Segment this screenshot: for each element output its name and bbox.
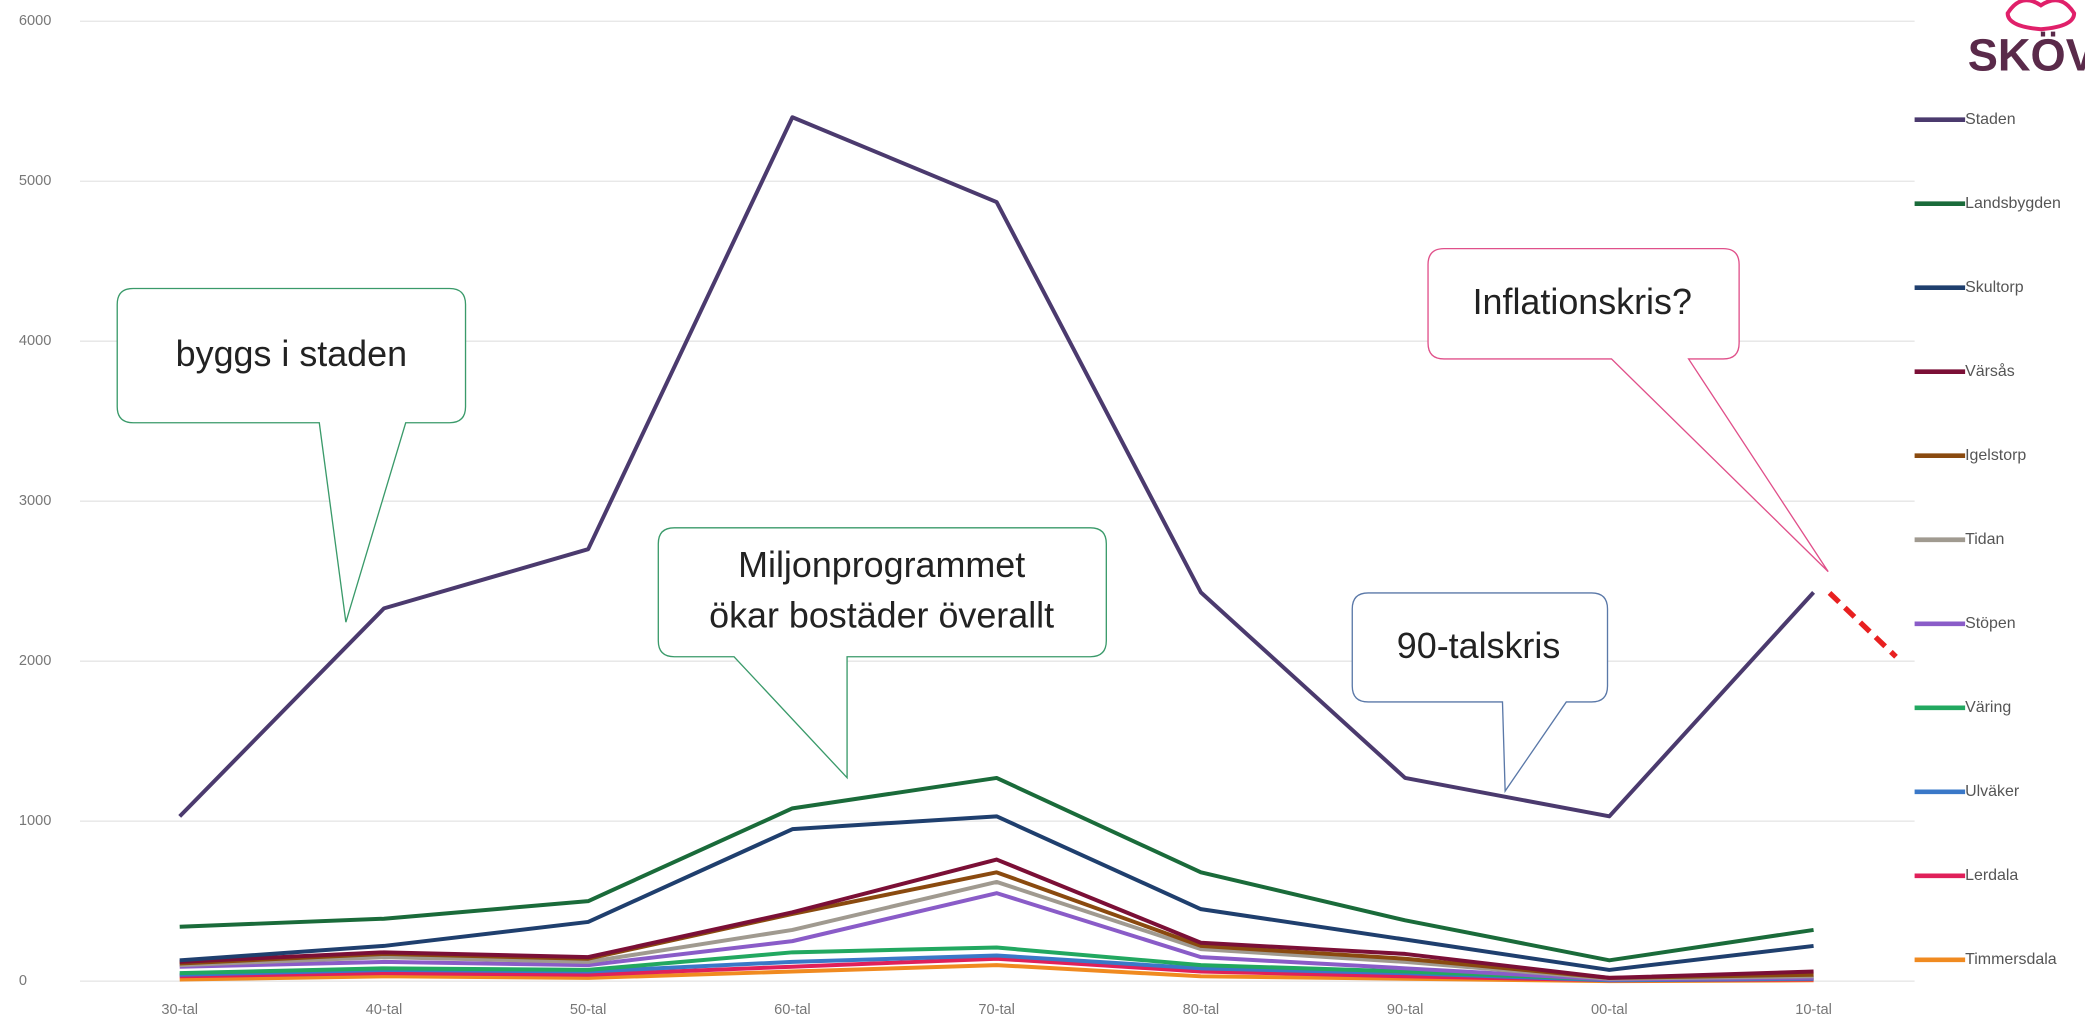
legend-label: Värsås	[1965, 362, 2015, 380]
x-tick-label: 80-tal	[1183, 1002, 1220, 1018]
annotation: 90-talskris	[1397, 626, 1560, 666]
plot: 0 1000 2000 3000 4000 5000 6000 30-tal 40-tal 50-…	[19, 13, 2061, 1018]
callouts	[116, 247, 1829, 794]
trend-dash	[1827, 591, 1898, 659]
y-tick-label: 5000	[19, 173, 52, 189]
legend-label: Ulväker	[1965, 783, 2020, 800]
legend-label: Lerdala	[1965, 867, 2018, 884]
x-tick-label: 40-tal	[366, 1002, 403, 1018]
x-tick-label: 30-tal	[161, 1002, 198, 1018]
series-line	[179, 891, 1814, 982]
callout-byggs	[116, 287, 467, 623]
legend-label: Stöpen	[1965, 615, 2016, 632]
x-tick-label: 50-tal	[570, 1002, 607, 1018]
series-line	[178, 115, 1816, 819]
legend-label: Väring	[1965, 699, 2011, 716]
y-tick-label: 3000	[19, 493, 52, 509]
annotation: Inflationskris?	[1473, 282, 1692, 322]
x-tick-label: 70-tal	[978, 1002, 1015, 1018]
legend-label: Landsbygden	[1965, 195, 2061, 212]
legend-label: Staden	[1965, 111, 2016, 128]
legend-label: Timmersdala	[1965, 951, 2057, 968]
x-tick-label: 90-tal	[1387, 1002, 1424, 1018]
y-tick-label: 2000	[19, 653, 52, 669]
callout-90	[1351, 592, 1609, 794]
y-tick-label: 0	[19, 973, 27, 989]
series-line	[179, 814, 1814, 972]
y-tick-label: 6000	[19, 13, 52, 29]
x-tick-label: 00-tal	[1591, 1002, 1628, 1018]
callout-inflation	[1427, 247, 1829, 573]
series-line	[179, 857, 1814, 980]
annotation: Miljonprogrammet	[738, 545, 1025, 585]
legend-label: Igelstorp	[1965, 447, 2026, 464]
y-tick-label: 4000	[19, 333, 52, 349]
annotation: ökar bostäder överallt	[709, 596, 1054, 636]
annotation: byggs i staden	[176, 334, 407, 374]
callout-miljon	[657, 527, 1107, 780]
logo-text: SKÖV	[1968, 29, 2085, 80]
series-line	[179, 775, 1814, 963]
x-tick-label: 10-tal	[1795, 1002, 1832, 1018]
legend-label: Skultorp	[1965, 279, 2024, 296]
x-tick-label: 60-tal	[774, 1002, 811, 1018]
legend-label: Tidan	[1965, 531, 2004, 548]
y-tick-label: 1000	[19, 813, 52, 829]
logo-heart	[2005, 0, 2077, 32]
